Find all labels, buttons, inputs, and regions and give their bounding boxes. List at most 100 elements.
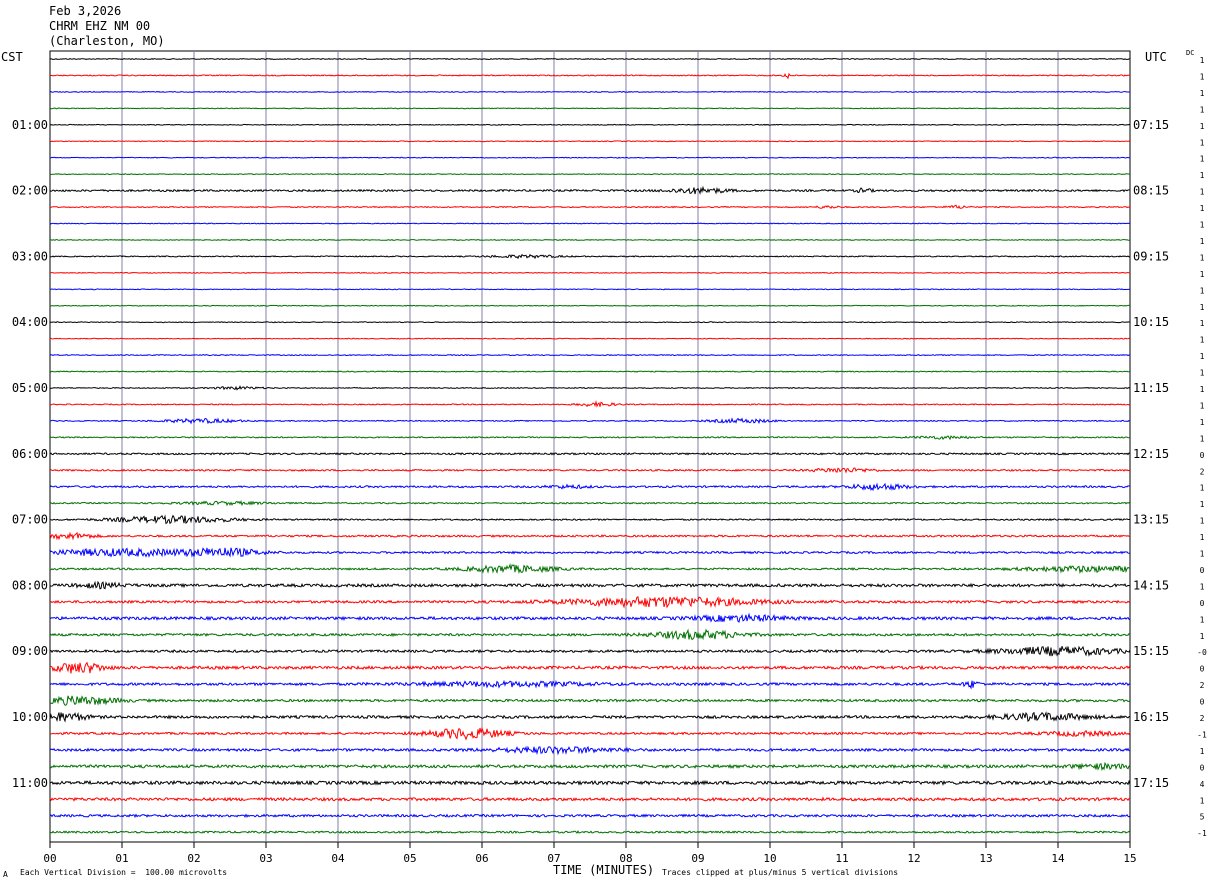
- trace-1: [49, 72, 1131, 80]
- trace-22: [49, 417, 1131, 425]
- dc-offset-label: 1: [1200, 303, 1205, 312]
- left-timezone-label: CST: [1, 50, 23, 64]
- trace-40: [49, 711, 1131, 723]
- plot-frame: [49, 50, 1131, 843]
- dc-offset-label: 1: [1200, 533, 1205, 542]
- dc-label: DC: [1186, 49, 1195, 57]
- header-location: (Charleston, MO): [49, 34, 165, 48]
- trace-6: [49, 156, 1131, 159]
- left-hour-label: 03:00: [12, 249, 48, 263]
- trace-44: [49, 779, 1131, 786]
- dc-offset-label: 2: [1200, 714, 1205, 723]
- dc-offset-label: 0: [1200, 698, 1205, 707]
- right-hour-label: 12:15: [1133, 447, 1169, 461]
- x-tick-label: 05: [403, 852, 416, 865]
- trace-35: [49, 628, 1131, 641]
- trace-4: [49, 123, 1131, 126]
- left-hour-label: 07:00: [12, 513, 48, 527]
- left-hour-label: 05:00: [12, 381, 48, 395]
- trace-29: [49, 531, 1131, 541]
- dc-offset-label: 0: [1200, 566, 1205, 575]
- x-tick-label: 01: [115, 852, 128, 865]
- dc-offset-label: 1: [1200, 286, 1205, 295]
- right-hour-label: 10:15: [1133, 315, 1169, 329]
- trace-32: [49, 580, 1131, 590]
- dc-offset-label: 1: [1200, 270, 1205, 279]
- dc-offset-label: 0: [1200, 665, 1205, 674]
- dc-offset-label: 1: [1200, 188, 1205, 197]
- dc-offset-label: -1: [1197, 730, 1207, 739]
- dc-offset-label: 1: [1200, 369, 1205, 378]
- dc-offset-label: 1: [1200, 434, 1205, 443]
- dc-offset-label: 1: [1200, 56, 1205, 65]
- left-hour-label: 01:00: [12, 118, 48, 132]
- dc-offset-label: 1: [1200, 336, 1205, 345]
- trace-10: [49, 222, 1131, 225]
- trace-7: [49, 173, 1131, 176]
- dc-offset-label: 1: [1200, 517, 1205, 526]
- dc-offset-label: -1: [1197, 829, 1207, 838]
- x-axis-title: TIME (MINUTES): [553, 863, 655, 877]
- footer-mark: A: [3, 870, 8, 879]
- dc-offset-label: 1: [1200, 401, 1205, 410]
- x-tick-label: 15: [1123, 852, 1136, 865]
- dc-offset-label: 0: [1200, 599, 1205, 608]
- trace-5: [49, 140, 1131, 143]
- trace-13: [49, 271, 1131, 274]
- dc-offset-label: 1: [1200, 105, 1205, 114]
- trace-24: [49, 452, 1131, 456]
- dc-offset-label: 1: [1200, 615, 1205, 624]
- dc-offset-label: 1: [1200, 484, 1205, 493]
- right-hour-label: 16:15: [1133, 710, 1169, 724]
- dc-offset-label: 1: [1200, 500, 1205, 509]
- trace-42: [49, 745, 1131, 756]
- x-tick-label: 00: [43, 852, 56, 865]
- dc-offset-label: 1: [1200, 253, 1205, 262]
- trace-41: [49, 726, 1131, 741]
- dc-offset-label: 0: [1200, 763, 1205, 772]
- header-station: CHRM EHZ NM 00: [49, 19, 151, 33]
- right-hour-label: 09:15: [1133, 249, 1169, 263]
- trace-0: [49, 57, 1131, 61]
- dc-offset-label: 1: [1200, 89, 1205, 98]
- dc-offset-label: 1: [1200, 632, 1205, 641]
- right-hour-label: 08:15: [1133, 184, 1169, 198]
- trace-46: [49, 813, 1131, 819]
- right-hour-label: 17:15: [1133, 776, 1169, 790]
- dc-offset-label: 1: [1200, 352, 1205, 361]
- x-tick-label: 13: [979, 852, 992, 865]
- x-tick-label: 07: [547, 852, 560, 865]
- trace-47: [49, 830, 1131, 835]
- dc-offset-label: 1: [1200, 237, 1205, 246]
- left-hour-label: 09:00: [12, 644, 48, 658]
- x-tick-label: 09: [691, 852, 704, 865]
- trace-12: [49, 253, 1131, 260]
- x-tick-label: 02: [187, 852, 200, 865]
- trace-9: [49, 204, 1131, 210]
- right-hour-label: 11:15: [1133, 381, 1169, 395]
- trace-15: [49, 304, 1131, 307]
- trace-16: [49, 321, 1131, 324]
- trace-28: [50, 514, 1131, 525]
- left-hour-label: 02:00: [12, 184, 48, 198]
- x-tick-label: 04: [331, 852, 345, 865]
- header-date: Feb 3,2026: [49, 4, 122, 18]
- dc-offset-label: 1: [1200, 171, 1205, 180]
- right-hour-label: 14:15: [1133, 578, 1169, 592]
- dc-offset-label: 1: [1200, 72, 1205, 81]
- trace-37: [49, 661, 1131, 674]
- trace-36: [49, 645, 1131, 657]
- right-timezone-label: UTC: [1145, 50, 1167, 64]
- trace-18: [49, 353, 1131, 357]
- dc-offset-label: 1: [1200, 385, 1205, 394]
- left-hour-label: 04:00: [12, 315, 48, 329]
- dc-offset-label: 1: [1200, 582, 1205, 591]
- dc-offset-label: 1: [1200, 319, 1205, 328]
- trace-17: [49, 337, 1131, 340]
- x-tick-label: 12: [907, 852, 920, 865]
- trace-45: [49, 796, 1131, 802]
- left-hour-label: 11:00: [12, 776, 48, 790]
- trace-11: [49, 238, 1130, 241]
- trace-8: [49, 185, 1130, 195]
